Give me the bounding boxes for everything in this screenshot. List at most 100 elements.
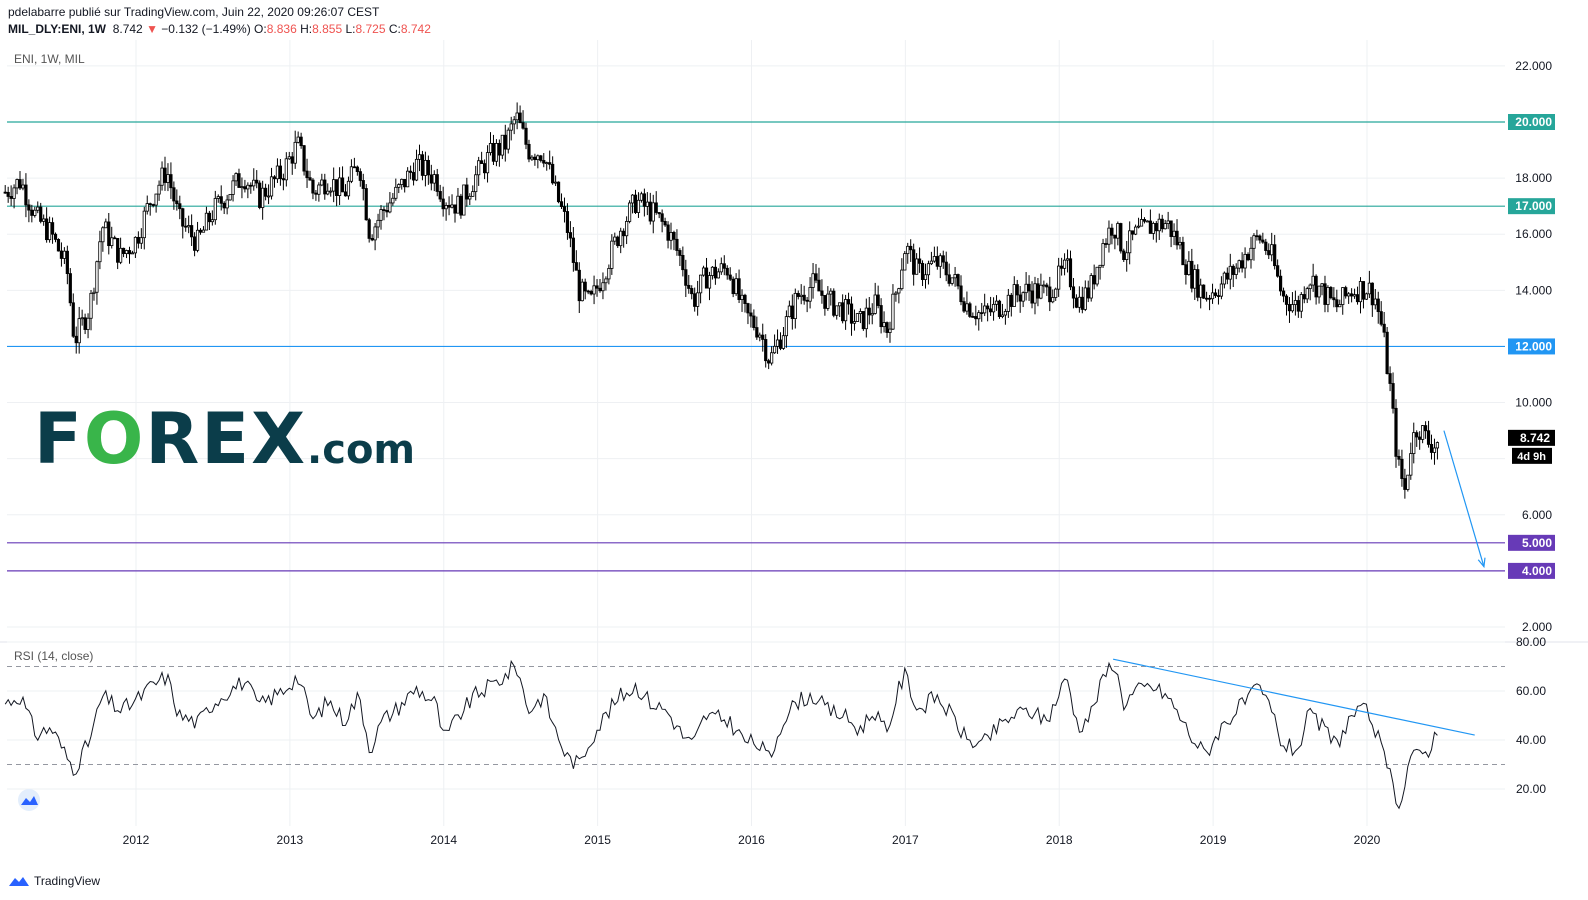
x-tick-label: 2019 <box>1200 833 1227 847</box>
candle-body <box>846 299 851 305</box>
candle-body <box>761 334 765 340</box>
level-tag-label: 20.000 <box>1515 115 1552 129</box>
candle-body <box>1181 241 1185 266</box>
candle-body <box>536 155 540 161</box>
candle-body <box>1352 294 1357 297</box>
candle-body <box>725 267 729 276</box>
candle-body <box>690 288 694 295</box>
candle-body <box>1092 275 1096 285</box>
candle-body <box>805 299 809 302</box>
candle-body <box>959 285 963 303</box>
candle-body <box>1039 284 1043 299</box>
candle-body <box>411 172 416 181</box>
candle-body <box>1074 297 1079 308</box>
candle-body <box>870 313 874 316</box>
candle-body <box>1110 227 1114 236</box>
candle-body <box>1429 444 1434 453</box>
candle-body <box>1332 297 1336 301</box>
candle-body <box>266 195 271 198</box>
candle-body <box>977 312 981 320</box>
candle-body <box>491 143 496 162</box>
candle-body <box>24 184 28 206</box>
candle-body <box>320 179 324 186</box>
level-tag-label: 17.000 <box>1515 199 1552 213</box>
candle-body <box>1145 220 1150 223</box>
candle-body <box>1412 432 1416 454</box>
candle-body <box>601 282 605 292</box>
candle-body <box>116 238 120 263</box>
candle-body <box>530 156 534 160</box>
candle-body <box>947 274 951 284</box>
candle-body <box>1098 264 1102 268</box>
candle-body <box>296 136 300 143</box>
candle-body <box>1151 223 1155 234</box>
candle-body <box>1323 283 1327 305</box>
candle-body <box>104 221 108 229</box>
candle-body <box>787 305 791 318</box>
candle-body <box>980 312 984 315</box>
candle-body <box>261 187 265 208</box>
candle-body <box>9 196 13 199</box>
candle-body <box>92 291 96 294</box>
candle-body <box>27 204 31 211</box>
candle-body <box>1355 294 1360 303</box>
candle-body <box>477 160 481 176</box>
candle-body <box>500 134 504 156</box>
candle-body <box>1196 269 1200 298</box>
candle-body <box>195 229 200 251</box>
candle-body <box>110 237 114 247</box>
rsi-tick-label: 20.00 <box>1516 782 1546 796</box>
candle-body <box>903 253 907 271</box>
publish-info: pdelabarre publié sur TradingView.com, J… <box>8 5 380 19</box>
candle-body <box>18 179 22 189</box>
candle-body <box>246 184 250 190</box>
candle-body <box>1199 284 1203 298</box>
candle-body <box>1293 300 1297 305</box>
symbol-label[interactable]: MIL_DLY:ENI, 1W <box>8 22 107 36</box>
candle-body <box>441 198 445 210</box>
candle-body <box>1299 294 1303 312</box>
candle-body <box>77 318 81 344</box>
candle-body <box>867 307 871 316</box>
candle-body <box>554 181 558 184</box>
candle-body <box>1128 230 1132 254</box>
candle-body <box>151 204 155 206</box>
high-label: H: <box>300 22 313 36</box>
candle-body <box>577 269 581 302</box>
candle-body <box>719 263 723 273</box>
candle-body <box>468 195 472 200</box>
candle-body <box>432 174 436 184</box>
candle-body <box>713 266 717 279</box>
candle-body <box>332 179 336 192</box>
candle-body <box>506 129 510 150</box>
candle-body <box>453 204 457 214</box>
y-tick-label: 6.000 <box>1522 508 1552 522</box>
candle-body <box>917 258 922 264</box>
candle-body <box>775 339 780 347</box>
candle-body <box>1036 283 1040 299</box>
candle-body <box>426 159 430 176</box>
candle-body <box>497 143 501 156</box>
candle-body <box>1421 425 1425 440</box>
candle-body <box>657 212 661 215</box>
candle-body <box>767 360 771 364</box>
candle-body <box>864 307 868 330</box>
candle-body <box>518 112 522 124</box>
candle-body <box>533 156 537 161</box>
level-tag-label: 5.000 <box>1522 536 1552 550</box>
candle-body <box>592 285 596 295</box>
candle-body <box>482 163 487 174</box>
x-tick-label: 2014 <box>430 833 457 847</box>
candle-body <box>53 233 58 240</box>
candle-body <box>157 184 161 195</box>
candle-body <box>1095 266 1099 285</box>
candle-body <box>207 212 211 223</box>
candle-body <box>811 273 815 288</box>
candle-body <box>912 249 916 275</box>
tradingview-footer[interactable]: TradingView <box>8 874 100 888</box>
candle-body <box>882 322 886 328</box>
candle-body <box>1104 243 1108 245</box>
level-tag <box>1508 198 1555 215</box>
candle-body <box>216 196 220 199</box>
